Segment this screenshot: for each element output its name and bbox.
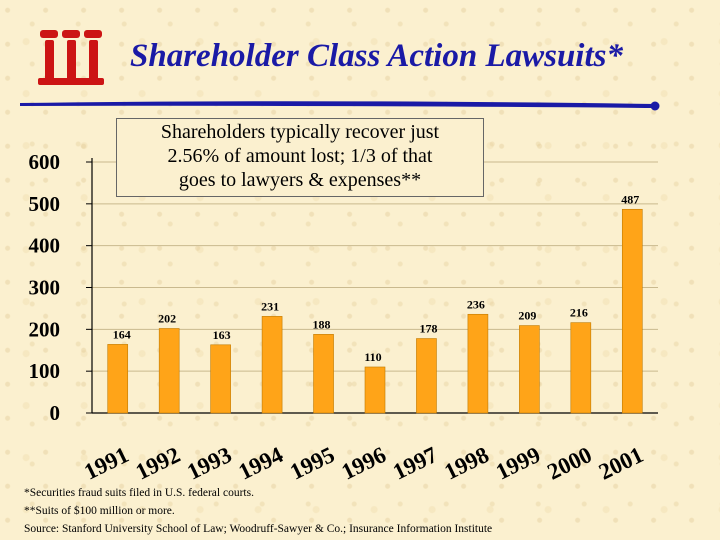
- x-tick-label: 1991: [80, 442, 132, 485]
- bar: [108, 344, 128, 413]
- footnote-1: *Securities fraud suits filed in U.S. fe…: [24, 484, 492, 502]
- y-tick-label: 300: [29, 276, 61, 300]
- bar: [571, 323, 591, 413]
- data-label: 178: [419, 322, 437, 336]
- x-tick-label: 1998: [440, 442, 492, 485]
- bar: [262, 316, 282, 413]
- bar: [211, 345, 231, 413]
- bar: [416, 339, 436, 413]
- data-label: 236: [467, 297, 485, 311]
- bar: [468, 314, 488, 413]
- y-tick-label: 400: [29, 234, 61, 258]
- y-tick-label: 200: [29, 317, 61, 341]
- callout-line-2: 2.56% of amount lost; 1/3 of that: [117, 144, 483, 168]
- footnotes: *Securities fraud suits filed in U.S. fe…: [24, 484, 492, 538]
- data-label: 163: [213, 328, 231, 342]
- bar: [519, 326, 539, 413]
- x-tick-label: 1996: [338, 442, 390, 485]
- callout-line-1: Shareholders typically recover just: [117, 120, 483, 144]
- bar: [622, 209, 642, 413]
- x-tick-label: 1992: [132, 442, 184, 485]
- bar: [365, 367, 385, 413]
- x-tick-label: 1993: [183, 442, 235, 485]
- data-label: 188: [313, 317, 331, 331]
- y-tick-label: 500: [29, 192, 61, 216]
- x-tick-label: 2001: [595, 442, 647, 485]
- y-tick-label: 100: [29, 359, 61, 383]
- data-label: 231: [261, 299, 279, 313]
- bar: [314, 334, 334, 413]
- x-tick-label: 1997: [389, 442, 441, 485]
- data-label: 110: [364, 350, 381, 364]
- callout-box: Shareholders typically recover just 2.56…: [116, 118, 484, 197]
- x-tick-label: 1999: [492, 442, 544, 485]
- data-label: 164: [113, 327, 131, 341]
- callout-line-3: goes to lawyers & expenses**: [117, 168, 483, 192]
- x-tick-label: 1994: [235, 442, 288, 485]
- data-label: 216: [570, 306, 588, 320]
- bar: [159, 328, 179, 413]
- data-label: 209: [518, 309, 536, 323]
- y-tick-label: 600: [29, 150, 61, 174]
- x-tick-label: 1995: [286, 442, 338, 485]
- data-label: 487: [621, 192, 639, 206]
- footnote-2: **Suits of $100 million or more.: [24, 502, 492, 520]
- y-tick-label: 0: [50, 401, 61, 425]
- data-label: 202: [158, 311, 176, 325]
- x-tick-label: 2000: [543, 442, 595, 485]
- source-note: Source: Stanford University School of La…: [24, 520, 492, 538]
